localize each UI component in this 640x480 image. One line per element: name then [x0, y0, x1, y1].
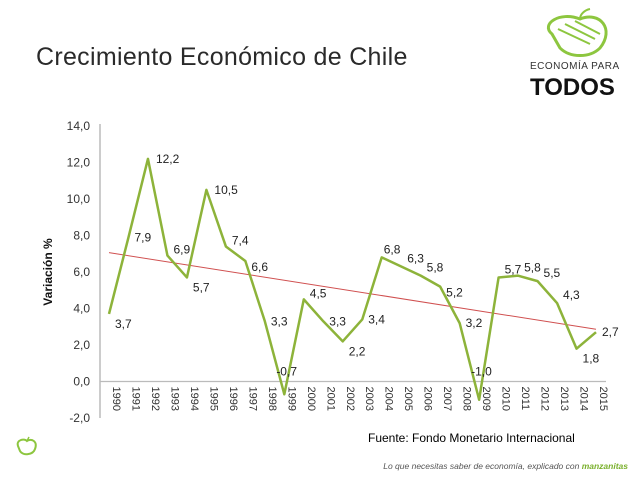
x-tick-label: 2009 [480, 387, 492, 411]
y-tick-label: 0,0 [73, 375, 90, 389]
data-label: -0,7 [276, 365, 297, 379]
x-tick-label: 2005 [402, 387, 414, 411]
y-tick-label: 4,0 [73, 302, 90, 316]
data-label: 10,5 [214, 183, 238, 197]
x-tick-label: 1995 [207, 387, 219, 411]
data-label: 6,9 [173, 243, 190, 257]
x-tick-label: 1999 [285, 387, 297, 411]
footer-tagline: Lo que necesitas saber de economía, expl… [383, 461, 628, 471]
y-tick-label: 8,0 [73, 229, 90, 243]
data-label: 4,3 [563, 288, 580, 302]
data-label: 3,4 [368, 312, 385, 326]
x-tick-label: 2013 [558, 387, 570, 411]
x-tick-label: 2008 [461, 387, 473, 411]
source-note: Fuente: Fondo Monetario Internacional [368, 431, 575, 445]
x-tick-label: 2002 [344, 387, 356, 411]
data-label: 3,7 [115, 317, 132, 331]
y-tick-label: 14,0 [67, 119, 91, 133]
data-label: 2,2 [349, 344, 366, 358]
data-label: 2,7 [602, 325, 619, 339]
data-label: 7,9 [134, 230, 151, 244]
data-label: 4,5 [310, 286, 327, 300]
data-label: 3,3 [271, 314, 288, 328]
x-tick-label: 2006 [422, 387, 434, 411]
apple-icon [547, 8, 608, 57]
data-label: 3,2 [466, 316, 483, 330]
x-tick-label: 2000 [305, 387, 317, 411]
x-tick-label: 2007 [441, 387, 453, 411]
x-tick-label: 2012 [539, 387, 551, 411]
data-label: 6,3 [407, 252, 424, 266]
data-label: 5,8 [427, 261, 444, 275]
x-tick-label: 1994 [188, 387, 200, 411]
x-tick-label: 1993 [168, 387, 180, 411]
x-tick-label: 2004 [383, 387, 395, 411]
x-tick-label: 1997 [246, 387, 258, 411]
brand-line2: TODOS [530, 74, 615, 101]
data-label: 6,6 [251, 260, 268, 274]
data-label: 3,3 [329, 314, 346, 328]
x-tick-label: 1990 [110, 387, 122, 411]
y-tick-label: 6,0 [73, 265, 90, 279]
footer-text: Lo que necesitas saber de economía, expl… [383, 461, 582, 471]
x-tick-label: 2003 [363, 387, 375, 411]
x-tick-label: 1998 [266, 387, 278, 411]
x-tick-label: 1992 [149, 387, 161, 411]
data-label: 5,7 [193, 280, 210, 294]
x-tick-label: 1996 [227, 387, 239, 411]
data-label: 5,2 [446, 286, 463, 300]
data-label: -1,0 [471, 365, 492, 379]
x-tick-label: 2014 [578, 387, 590, 411]
y-tick-label: 10,0 [67, 192, 91, 206]
data-label: 1,8 [583, 352, 600, 366]
data-label: 6,8 [384, 242, 401, 256]
x-tick-label: 1991 [129, 387, 141, 411]
page-title: Crecimiento Económico de Chile [36, 43, 408, 71]
y-axis-label: Variación % [41, 238, 55, 306]
y-tick-label: -2,0 [69, 411, 90, 425]
small-apple-icon [16, 436, 37, 456]
x-tick-label: 2015 [597, 387, 609, 411]
y-tick-label: 12,0 [67, 156, 91, 170]
y-tick-label: 2,0 [73, 338, 90, 352]
trend-line [108, 252, 597, 330]
x-tick-label: 2011 [519, 387, 531, 411]
data-label: 12,2 [156, 152, 180, 166]
data-label: 5,7 [505, 262, 522, 276]
data-label: 5,8 [524, 261, 541, 275]
x-tick-label: 2001 [324, 387, 336, 411]
data-label: 5,5 [544, 266, 561, 280]
brand-line1: ECONOMÍA PARA [530, 61, 620, 72]
footer-highlight: manzanitas [581, 461, 628, 471]
x-tick-label: 2010 [500, 387, 512, 411]
data-label: 7,4 [232, 233, 249, 247]
series-line [107, 157, 597, 401]
